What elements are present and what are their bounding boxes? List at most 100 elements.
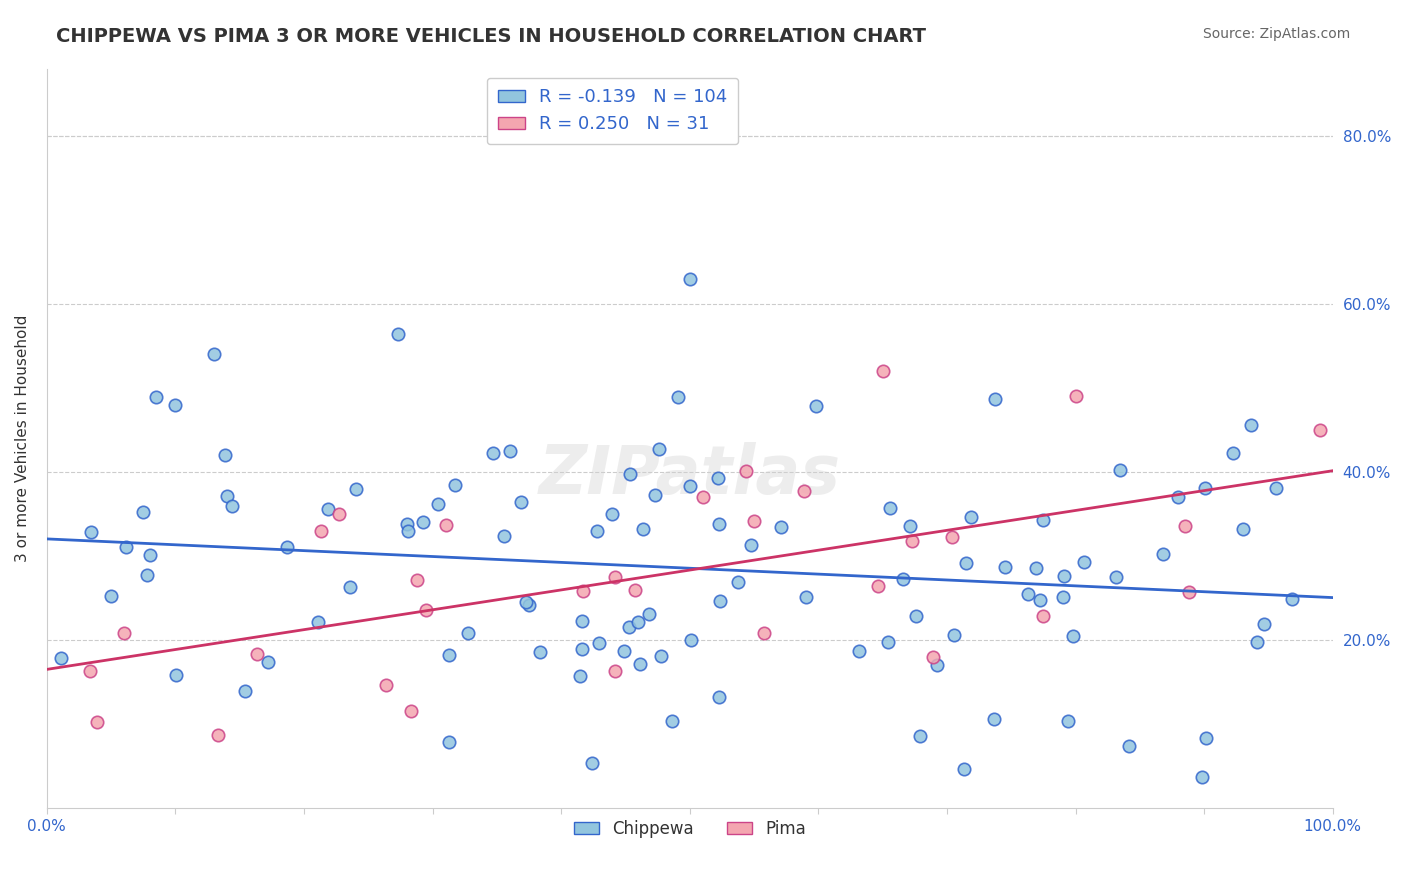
Chippewa	[1052, 590, 1074, 604]
Chippewa	[891, 572, 914, 586]
Chippewa	[661, 714, 683, 729]
Pima	[603, 664, 626, 678]
Chippewa	[619, 620, 641, 634]
Pima	[375, 678, 398, 692]
Chippewa	[339, 580, 361, 594]
Chippewa	[707, 516, 730, 531]
Chippewa	[135, 568, 157, 582]
Chippewa	[740, 538, 762, 552]
Pima	[112, 626, 135, 640]
Chippewa	[494, 529, 516, 543]
Chippewa	[898, 518, 921, 533]
Chippewa	[681, 632, 703, 647]
Pima	[86, 714, 108, 729]
Chippewa	[983, 392, 1005, 407]
Chippewa	[1222, 445, 1244, 459]
Pima	[328, 507, 350, 521]
Chippewa	[80, 524, 103, 539]
Chippewa	[100, 589, 122, 603]
Chippewa	[709, 594, 731, 608]
Chippewa	[1232, 522, 1254, 536]
Chippewa	[318, 501, 340, 516]
Chippewa	[396, 524, 419, 538]
Legend: Chippewa, Pima: Chippewa, Pima	[567, 814, 813, 845]
Chippewa	[481, 446, 503, 460]
Chippewa	[1281, 591, 1303, 606]
Pima	[1174, 519, 1197, 533]
Pima	[941, 530, 963, 544]
Chippewa	[1152, 547, 1174, 561]
Chippewa	[678, 478, 700, 492]
Chippewa	[1062, 629, 1084, 643]
Chippewa	[571, 642, 593, 657]
Chippewa	[666, 390, 689, 404]
Chippewa	[1029, 593, 1052, 607]
Chippewa	[1109, 463, 1132, 477]
Chippewa	[515, 595, 537, 609]
Pima	[399, 704, 422, 718]
Chippewa	[145, 390, 167, 404]
Chippewa	[437, 734, 460, 748]
Chippewa	[529, 645, 551, 659]
Chippewa	[770, 520, 793, 534]
Chippewa	[276, 540, 298, 554]
Pima	[692, 490, 714, 504]
Chippewa	[457, 625, 479, 640]
Chippewa	[444, 477, 467, 491]
Chippewa	[165, 398, 187, 412]
Chippewa	[904, 609, 927, 624]
Chippewa	[644, 488, 666, 502]
Chippewa	[517, 598, 540, 612]
Chippewa	[1104, 570, 1126, 584]
Pima	[1178, 585, 1201, 599]
Chippewa	[707, 471, 730, 485]
Chippewa	[1118, 739, 1140, 754]
Chippewa	[1073, 555, 1095, 569]
Pima	[207, 729, 229, 743]
Chippewa	[214, 448, 236, 462]
Chippewa	[600, 508, 623, 522]
Pima	[1032, 608, 1054, 623]
Chippewa	[131, 505, 153, 519]
Chippewa	[796, 590, 818, 604]
Chippewa	[221, 499, 243, 513]
Chippewa	[650, 648, 672, 663]
Chippewa	[1253, 617, 1275, 632]
Pima	[571, 584, 593, 599]
Text: CHIPPEWA VS PIMA 3 OR MORE VEHICLES IN HOUSEHOLD CORRELATION CHART: CHIPPEWA VS PIMA 3 OR MORE VEHICLES IN H…	[56, 27, 927, 45]
Chippewa	[1053, 569, 1076, 583]
Pima	[1064, 389, 1087, 403]
Pima	[752, 626, 775, 640]
Chippewa	[1264, 481, 1286, 495]
Chippewa	[1246, 635, 1268, 649]
Pima	[901, 534, 924, 549]
Chippewa	[1025, 560, 1047, 574]
Chippewa	[638, 607, 661, 621]
Pima	[309, 524, 332, 539]
Chippewa	[586, 524, 609, 539]
Chippewa	[983, 712, 1005, 726]
Chippewa	[648, 442, 671, 457]
Chippewa	[51, 651, 73, 665]
Chippewa	[628, 657, 651, 672]
Chippewa	[115, 541, 138, 555]
Text: ZIPatlas: ZIPatlas	[538, 442, 841, 508]
Pima	[406, 573, 429, 587]
Pima	[922, 649, 945, 664]
Chippewa	[1017, 587, 1039, 601]
Chippewa	[202, 347, 225, 361]
Chippewa	[307, 615, 329, 629]
Chippewa	[139, 549, 162, 563]
Pima	[793, 483, 815, 498]
Chippewa	[387, 327, 409, 342]
Chippewa	[217, 490, 239, 504]
Chippewa	[679, 271, 702, 285]
Chippewa	[910, 729, 932, 743]
Chippewa	[1057, 714, 1080, 728]
Chippewa	[344, 482, 367, 496]
Pima	[246, 647, 269, 661]
Pima	[872, 364, 894, 378]
Chippewa	[925, 658, 948, 673]
Chippewa	[627, 615, 650, 630]
Chippewa	[396, 517, 419, 532]
